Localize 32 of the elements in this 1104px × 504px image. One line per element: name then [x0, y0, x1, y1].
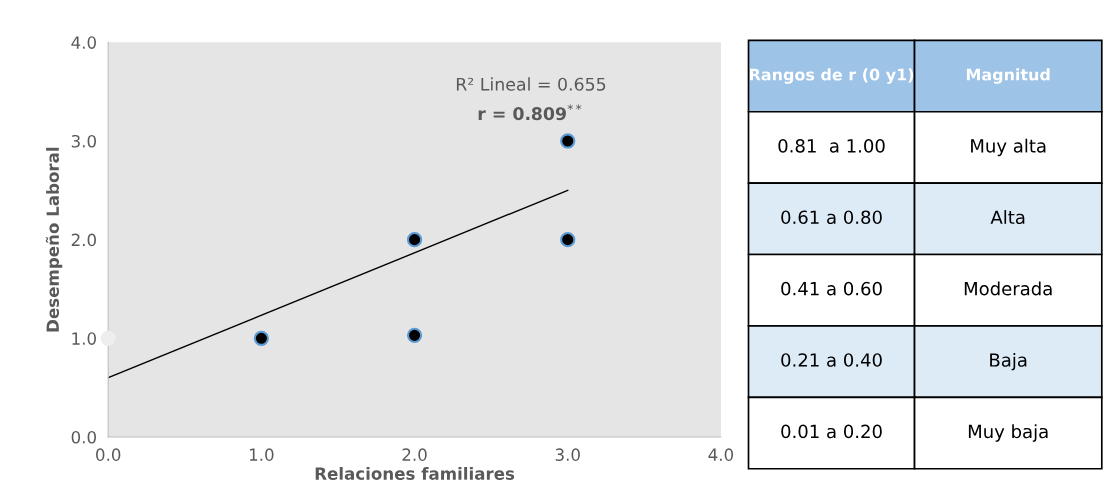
y-tick-label: 1.0: [72, 332, 96, 345]
annotation: R² Lineal = 0.655: [456, 77, 606, 91]
point: [100, 330, 116, 346]
x-tick-label: 0.0: [96, 448, 121, 461]
point: [253, 330, 269, 346]
text: Moderada: [964, 281, 1052, 296]
point: [560, 133, 576, 149]
text: 0.41 a 0.60: [781, 281, 882, 296]
point: [406, 327, 423, 343]
y-tick-label: 2.0: [71, 233, 96, 247]
x-tick-label: 2.0: [402, 448, 427, 461]
x-tick-label: 4.0: [708, 448, 734, 461]
text: Magnitud: [966, 68, 1050, 84]
text: 0.01 a 0.20: [781, 424, 882, 439]
text: 0.81 a 1.00: [778, 139, 885, 153]
x-tick-label: 3.0: [555, 448, 580, 461]
text: Muy alta: [971, 138, 1046, 157]
y-tick-label: 4.0: [71, 36, 96, 49]
y-axis-title: Desempeño Laboral: [45, 147, 63, 332]
point: [560, 232, 576, 248]
text: Baja: [990, 352, 1027, 371]
text: Muy baja: [968, 424, 1048, 442]
y-tick-label: 3.0: [71, 134, 96, 148]
text: Alta: [990, 210, 1025, 225]
text: Rangos de r (0 y1): [750, 68, 914, 84]
annotation: r = 0.809$^{**}$: [478, 104, 582, 121]
x-axis-title: Relaciones familiares: [315, 466, 515, 480]
point: [406, 232, 423, 248]
text: 0.61 a 0.80: [781, 210, 882, 225]
x-tick-label: 1.0: [249, 448, 274, 461]
y-tick-label: 0.0: [71, 430, 96, 444]
text: 0.21 a 0.40: [781, 353, 882, 367]
